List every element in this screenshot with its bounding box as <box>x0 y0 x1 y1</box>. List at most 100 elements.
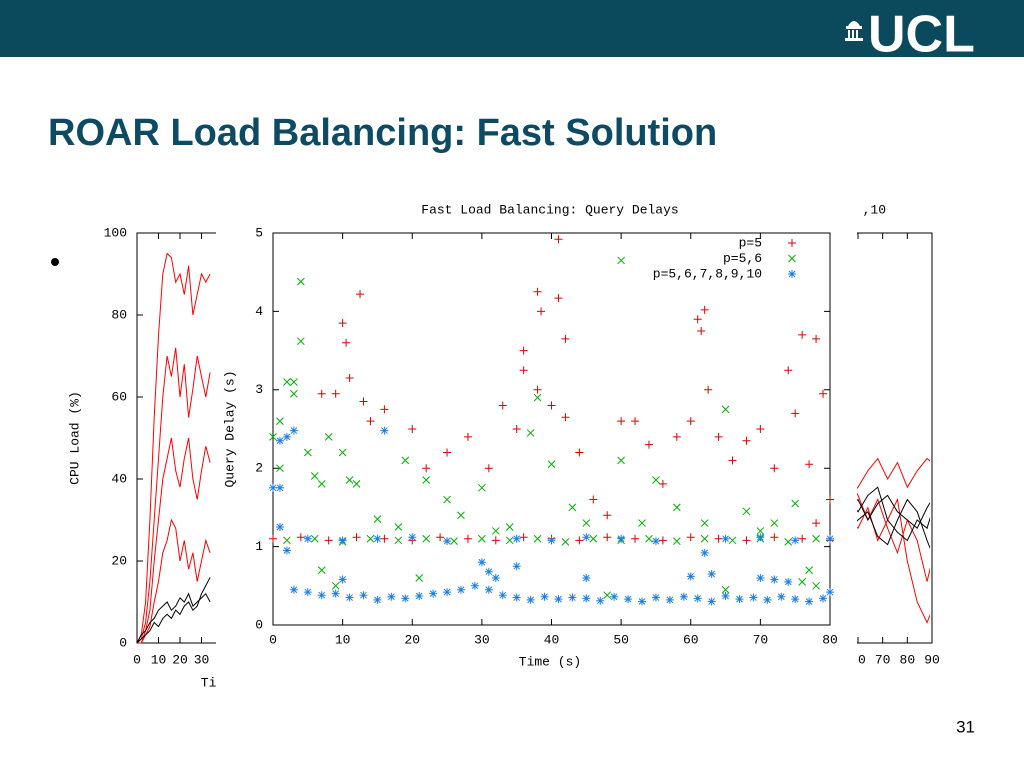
point <box>561 538 570 546</box>
point <box>491 573 500 582</box>
line-series <box>137 577 211 644</box>
point <box>373 515 382 524</box>
point <box>394 523 403 531</box>
point <box>812 519 821 528</box>
x-tick-label: 0 <box>269 632 277 647</box>
point <box>819 389 828 398</box>
point <box>422 476 431 484</box>
point <box>519 346 528 355</box>
point <box>791 499 800 508</box>
point <box>276 417 284 426</box>
point <box>345 374 354 383</box>
legend-label: p=5 <box>739 235 762 250</box>
point <box>554 235 563 244</box>
point <box>805 597 814 606</box>
y-tick-label: 1 <box>255 539 263 554</box>
point <box>589 534 598 543</box>
point <box>784 366 793 375</box>
legend-label: p=5,6,7,8,9,10 <box>653 266 762 281</box>
point <box>387 592 396 601</box>
point <box>324 536 333 545</box>
point <box>498 591 507 600</box>
point <box>512 534 521 543</box>
y-axis-label: CPU Load (%) <box>67 391 82 485</box>
point <box>491 527 500 535</box>
point <box>290 378 298 386</box>
point <box>505 536 514 545</box>
x-tick-label: 70 <box>753 632 769 647</box>
point <box>693 594 702 603</box>
point <box>456 585 465 594</box>
line-series <box>847 478 930 582</box>
point <box>791 595 800 604</box>
legend-marker <box>788 239 796 247</box>
point <box>700 519 709 527</box>
point <box>324 432 333 441</box>
point <box>658 536 667 545</box>
point <box>672 432 681 441</box>
point <box>770 464 779 473</box>
y-tick-label: 0 <box>255 617 263 632</box>
legend-marker <box>788 254 796 263</box>
point <box>373 595 382 604</box>
point <box>756 527 765 535</box>
point <box>721 534 730 543</box>
point <box>269 432 277 441</box>
point <box>651 593 660 602</box>
point <box>638 519 646 527</box>
point <box>756 425 765 433</box>
point <box>686 533 695 542</box>
point <box>478 534 486 543</box>
point <box>617 456 625 465</box>
x-tick-label: 30 <box>194 652 210 667</box>
y-tick-label: 0 <box>119 635 127 650</box>
point <box>631 534 640 543</box>
point <box>296 337 305 346</box>
point <box>533 534 542 543</box>
point <box>686 417 695 426</box>
point <box>770 575 779 584</box>
point <box>707 570 716 579</box>
point <box>283 378 291 386</box>
point <box>463 534 472 543</box>
line-series <box>137 252 211 644</box>
bullet <box>51 258 59 266</box>
x-tick-label: 80 <box>822 632 838 647</box>
point <box>338 319 347 328</box>
point <box>728 456 737 465</box>
point <box>547 536 556 545</box>
point <box>463 432 472 441</box>
point <box>269 483 277 492</box>
point <box>582 594 591 603</box>
point <box>644 440 653 449</box>
point <box>652 476 660 484</box>
point <box>359 591 368 600</box>
chart-title: Fast Load Balancing: Query Delays <box>421 202 678 217</box>
point <box>721 591 730 600</box>
point <box>721 585 730 594</box>
point <box>540 592 549 601</box>
point <box>289 585 298 594</box>
x-tick-label: 70 <box>875 652 891 667</box>
point <box>547 460 556 469</box>
point <box>443 448 452 457</box>
point <box>470 581 479 590</box>
point <box>359 397 368 406</box>
logo-dome <box>845 21 863 41</box>
point <box>561 413 570 422</box>
point <box>401 594 410 603</box>
point <box>457 511 465 520</box>
point <box>380 405 389 414</box>
point <box>296 277 305 286</box>
point <box>770 519 779 527</box>
x-tick-label: 60 <box>683 632 699 647</box>
point <box>303 448 312 457</box>
point <box>617 256 625 265</box>
point <box>443 537 452 546</box>
point <box>603 591 612 600</box>
point <box>310 534 319 543</box>
point <box>512 425 521 433</box>
point <box>603 511 612 520</box>
point <box>651 537 660 546</box>
x-tick-label: 20 <box>404 632 420 647</box>
